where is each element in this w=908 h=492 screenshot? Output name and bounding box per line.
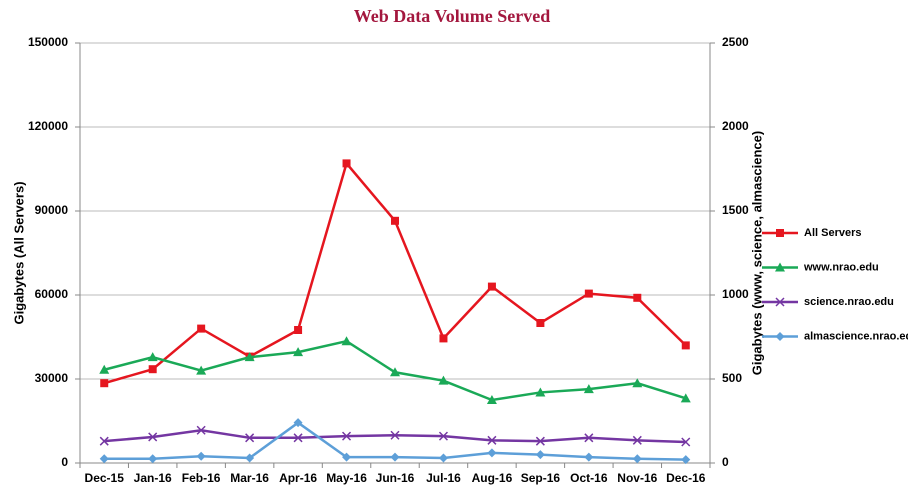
data-point xyxy=(536,319,545,327)
legend-label: All Servers xyxy=(804,227,861,239)
data-point xyxy=(245,453,255,463)
x-tick-label: Oct-16 xyxy=(570,471,608,485)
data-point xyxy=(390,452,400,462)
legend-marker xyxy=(775,332,785,341)
data-point xyxy=(535,387,546,397)
y2-tick-label: 2000 xyxy=(722,119,749,133)
data-point xyxy=(681,455,691,465)
data-point xyxy=(680,393,691,403)
data-point xyxy=(342,159,351,168)
data-point xyxy=(438,375,449,385)
data-point xyxy=(487,448,497,458)
y-tick-label: 0 xyxy=(61,455,68,469)
x-tick-label: Jun-16 xyxy=(376,471,415,485)
data-point xyxy=(390,430,400,440)
data-point xyxy=(584,452,594,462)
data-point xyxy=(439,334,448,343)
y2-axis-title: Gigabytes (www, science, almascience) xyxy=(749,131,764,375)
series-line xyxy=(103,160,687,385)
y2-tick-label: 1500 xyxy=(722,203,749,217)
data-point xyxy=(390,367,400,377)
data-point xyxy=(196,425,206,435)
data-point xyxy=(99,364,110,374)
data-point xyxy=(99,436,109,446)
data-point xyxy=(487,435,497,445)
y2-tick-label: 0 xyxy=(722,455,729,469)
data-point xyxy=(148,432,158,442)
data-point xyxy=(148,365,157,374)
data-point xyxy=(148,454,158,464)
legend-marker xyxy=(775,297,785,307)
data-point xyxy=(681,341,690,350)
data-point xyxy=(99,454,109,464)
x-tick-label: Nov-16 xyxy=(617,471,657,485)
data-point xyxy=(633,293,642,302)
x-tick-label: Mar-16 xyxy=(230,471,269,485)
data-point xyxy=(487,282,496,291)
data-point xyxy=(438,431,448,441)
x-tick-label: Dec-16 xyxy=(666,471,706,485)
data-point xyxy=(632,435,642,445)
data-point xyxy=(535,450,545,460)
data-point xyxy=(342,431,352,441)
data-point xyxy=(438,453,448,463)
data-point xyxy=(342,452,352,462)
legend-label: science.nrao.edu xyxy=(804,296,894,308)
data-point xyxy=(293,418,303,428)
y2-tick-label: 500 xyxy=(722,371,742,385)
x-tick-label: Apr-16 xyxy=(279,471,317,485)
data-point xyxy=(294,326,303,334)
data-point xyxy=(293,347,304,357)
legend-label: almascience.nrao.edu xyxy=(804,330,908,342)
y-tick-label: 30000 xyxy=(35,371,69,385)
data-point xyxy=(391,216,399,225)
data-point xyxy=(147,352,158,362)
x-tick-label: Jul-16 xyxy=(426,471,461,485)
data-point xyxy=(681,437,691,447)
x-tick-label: Aug-16 xyxy=(472,471,513,485)
data-point xyxy=(196,365,207,375)
data-point xyxy=(245,433,255,443)
legend-label: www.nrao.edu xyxy=(803,261,879,273)
data-point xyxy=(100,379,109,388)
x-tick-label: Sep-16 xyxy=(521,471,561,485)
data-point xyxy=(584,433,594,443)
data-point xyxy=(341,336,352,346)
y-tick-label: 150000 xyxy=(28,35,68,49)
data-point xyxy=(197,324,206,333)
data-point xyxy=(293,433,303,443)
data-point xyxy=(486,395,497,404)
data-point xyxy=(632,378,643,388)
y-axis-title: Gigabytes (All Servers) xyxy=(11,181,26,324)
data-point xyxy=(244,352,255,362)
data-point xyxy=(535,436,545,446)
x-tick-label: Jan-16 xyxy=(134,471,172,485)
legend-marker xyxy=(775,262,785,272)
data-point xyxy=(196,451,206,461)
data-point xyxy=(584,289,593,298)
data-point xyxy=(632,454,642,464)
data-point xyxy=(583,384,594,394)
y2-tick-label: 2500 xyxy=(722,35,749,49)
x-tick-label: Dec-15 xyxy=(85,471,125,485)
legend-marker xyxy=(776,229,784,237)
y-tick-label: 90000 xyxy=(35,203,69,217)
y-tick-label: 120000 xyxy=(28,119,68,133)
chart-title: Web Data Volume Served xyxy=(354,6,551,26)
y2-tick-label: 1000 xyxy=(722,287,749,301)
y-tick-label: 60000 xyxy=(35,287,69,301)
x-tick-label: May-16 xyxy=(326,471,367,485)
x-tick-label: Feb-16 xyxy=(182,471,221,485)
